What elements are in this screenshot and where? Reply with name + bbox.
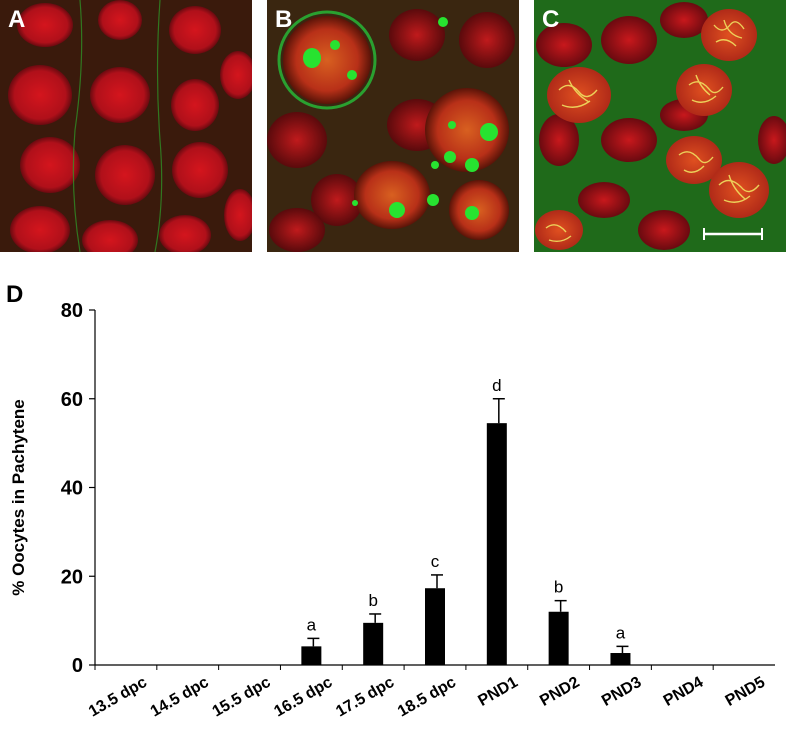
micrograph-c-image (534, 0, 786, 252)
panel-c-letter: C (542, 6, 559, 34)
bar (301, 646, 321, 665)
x-tick-label: 15.5 dpc (210, 674, 274, 721)
x-tick-label: PND4 (661, 674, 707, 710)
x-tick-label: 13.5 dpc (86, 674, 150, 721)
x-tick-label: 17.5 dpc (333, 674, 397, 721)
x-tick-label: PND5 (723, 674, 769, 710)
significance-letter: a (616, 623, 626, 642)
bar (425, 588, 445, 665)
micrograph-panel-a: A (0, 0, 252, 252)
x-tick-label: PND1 (475, 674, 521, 710)
significance-letter: c (431, 552, 440, 571)
x-tick-label: 14.5 dpc (148, 674, 212, 721)
significance-letter: b (554, 578, 563, 597)
bar (487, 423, 507, 665)
micrograph-b-image (267, 0, 519, 252)
y-tick-label: 20 (61, 566, 83, 588)
y-tick-label: 40 (61, 478, 83, 500)
bar (610, 653, 630, 665)
bar (363, 623, 383, 665)
significance-letter: b (368, 591, 377, 610)
micrograph-panel-c: C (534, 0, 786, 252)
micrograph-panel-b: B (267, 0, 519, 252)
y-tick-label: 80 (61, 300, 83, 322)
x-tick-label: PND2 (537, 674, 583, 710)
micrograph-a-image (0, 0, 252, 252)
x-tick-label: 16.5 dpc (271, 674, 335, 721)
bar (549, 612, 569, 665)
x-tick-label: 18.5 dpc (395, 674, 459, 721)
panel-b-letter: B (275, 6, 292, 34)
y-tick-label: 60 (61, 389, 83, 411)
y-axis-label: % Oocytes in Pachytene (9, 399, 28, 596)
x-tick-label: PND3 (599, 674, 645, 710)
significance-letter: d (492, 376, 501, 395)
chart-bars (301, 399, 630, 665)
significance-letter: a (307, 615, 317, 634)
panel-a-letter: A (8, 6, 25, 34)
y-tick-label: 0 (72, 655, 83, 677)
